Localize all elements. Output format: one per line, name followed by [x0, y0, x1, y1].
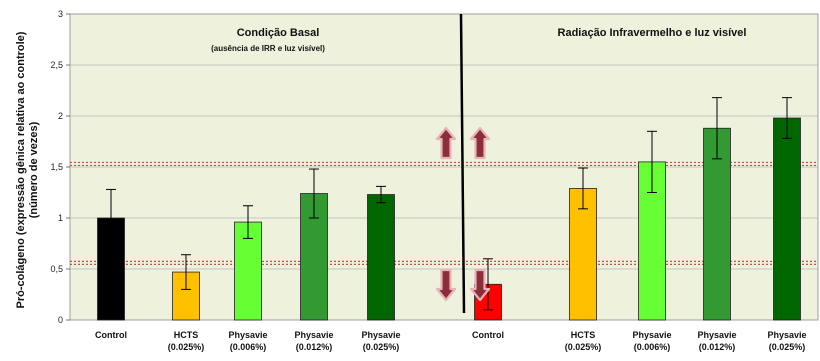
bar [703, 127, 731, 321]
x-tick-label: Physavie [361, 330, 400, 340]
bar [569, 188, 597, 321]
x-tick-label: Physavie [228, 330, 267, 340]
panel-title-basal: Condição Basal [237, 27, 320, 39]
x-tick-label-sub: (0.025%) [565, 342, 602, 352]
y-tick-label: 3 [58, 9, 63, 19]
x-tick-label-sub: (0.012%) [296, 342, 333, 352]
x-tick-label-sub: (0.025%) [363, 342, 400, 352]
x-tick-label: Physavie [697, 330, 736, 340]
bar [773, 117, 801, 321]
x-tick-label: Physavie [767, 330, 806, 340]
x-tick-label: Physavie [632, 330, 671, 340]
x-tick-label: Physavie [294, 330, 333, 340]
arrow-down-icon [435, 268, 457, 302]
y-tick-label: 0 [58, 315, 63, 325]
y-axis-label-2: (número de vezes) [28, 121, 40, 218]
x-tick-label: Control [472, 330, 504, 340]
x-tick-label-sub: (0.006%) [634, 342, 671, 352]
arrow-up-icon [435, 126, 457, 160]
x-tick-label: HCTS [174, 330, 199, 340]
y-tick-label: 1 [58, 213, 63, 223]
x-tick-label-sub: (0.012%) [699, 342, 736, 352]
y-tick-label: 2,5 [50, 60, 63, 70]
y-tick-label: 1,5 [50, 162, 63, 172]
panel-title-irr: Radiação Infravermelho e luz visível [558, 27, 747, 39]
panel-separator [459, 13, 466, 314]
bar [367, 194, 395, 321]
x-tick-label: HCTS [571, 330, 596, 340]
arrow-up-icon [469, 126, 491, 160]
x-tick-label-sub: (0.025%) [769, 342, 806, 352]
x-tick-label: Control [95, 330, 127, 340]
arrow-down-icon [469, 268, 491, 302]
y-axis-label: Pró-colágeno (expressão gênica relativa … [15, 31, 27, 308]
x-tick-label-sub: (0.006%) [230, 342, 267, 352]
panel-subtitle-basal: (ausência de IRR e luz visível) [211, 44, 325, 53]
y-tick-label: 2 [58, 111, 63, 121]
y-tick-label: 0,5 [50, 264, 63, 274]
x-tick-label-sub: (0.025%) [168, 342, 205, 352]
